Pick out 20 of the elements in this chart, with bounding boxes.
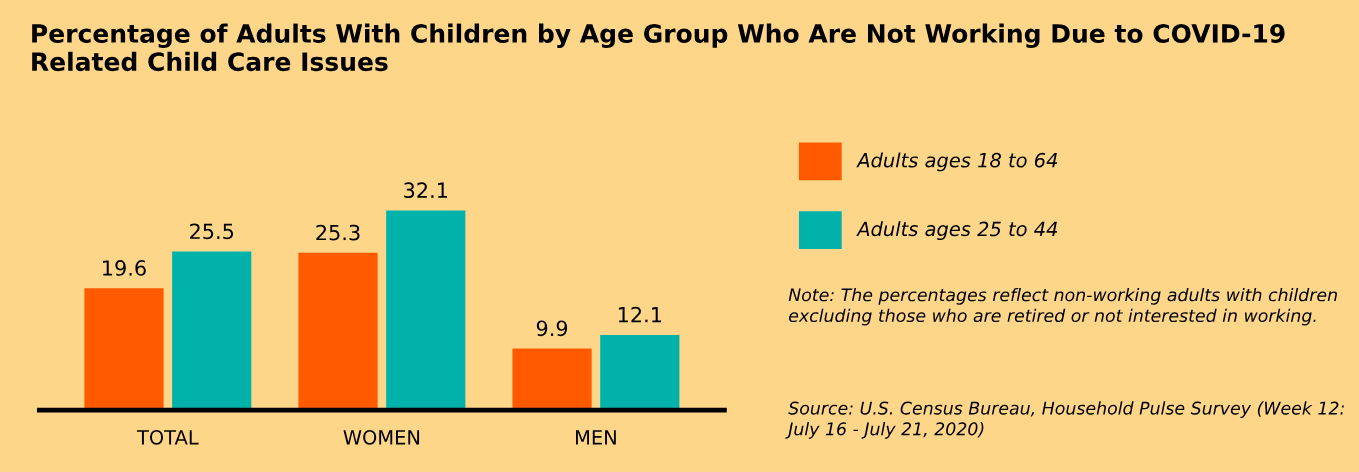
x-tick-label: WOMEN (343, 429, 420, 445)
data-label: 32.1 (404, 182, 448, 199)
data-label: 9.9 (536, 320, 568, 337)
bar (600, 334, 680, 411)
chart-title: Percentage of Adults With Children by Age Group Who Are Not Working Due to COVID-19 Related Child Care Issues (32, 23, 1285, 72)
x-tick-label: MEN (576, 430, 616, 445)
data-label: 19.6 (103, 260, 146, 276)
data-label: 12.1 (618, 306, 662, 323)
bar (84, 288, 164, 411)
bar (172, 251, 252, 411)
data-label: 25.5 (190, 223, 234, 240)
source-note: Source: U.S. Census Bureau, Household Pulse Survey (Week 12: July 16 - July 21, 2020) (785, 401, 1344, 439)
bar (298, 252, 378, 411)
bar (386, 210, 466, 411)
data-label: 25.3 (316, 224, 360, 241)
legend-label: Adults ages 25 to 44 (856, 221, 1058, 241)
x-tick-label: TOTAL (136, 429, 199, 445)
legend-label: Adults ages 18 to 64 (856, 152, 1058, 172)
text: Note: The percentages reflect non-working adults with children excluding those who are retired or not interested in working. (788, 287, 1337, 326)
bar (512, 348, 592, 411)
